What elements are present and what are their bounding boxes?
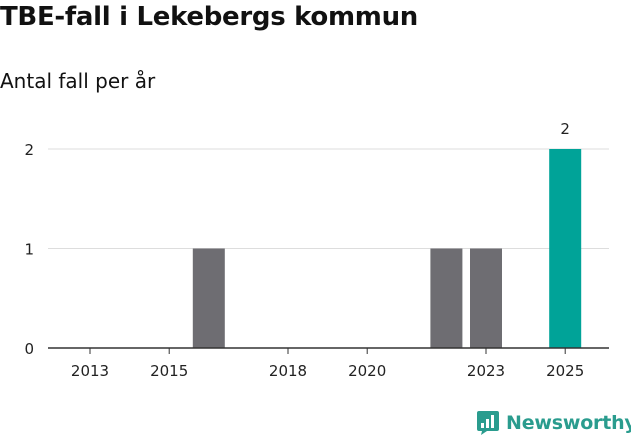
data-label-2025: 2 <box>560 120 570 138</box>
x-tick-label-2013: 2013 <box>71 362 109 380</box>
x-tick-label-2015: 2015 <box>150 362 188 380</box>
chart-subtitle: Antal fall per år <box>0 69 156 93</box>
x-tick-label-2020: 2020 <box>348 362 386 380</box>
chart-title: TBE-fall i Lekebergs kommun <box>0 2 418 32</box>
y-tick-label-0: 0 <box>24 340 34 358</box>
newsworthy-logo: Newsworthy <box>476 409 631 437</box>
bar-2022 <box>430 248 463 348</box>
bars <box>192 149 582 348</box>
newsworthy-logo-icon <box>477 411 499 435</box>
grid-lines <box>48 148 609 249</box>
x-tick-label-2018: 2018 <box>269 362 307 380</box>
bar-2025 <box>549 149 582 348</box>
bar-2023 <box>470 248 502 348</box>
y-tick-label-2: 2 <box>24 141 34 159</box>
x-tick-label-2025: 2025 <box>546 362 584 380</box>
bar-2016 <box>192 248 225 348</box>
y-tick-label-1: 1 <box>24 241 34 259</box>
axes <box>48 347 609 354</box>
newsworthy-wordmark: Newsworthy <box>506 412 631 434</box>
x-tick-label-2023: 2023 <box>467 362 505 380</box>
labels: 0 1 2 2013 2015 2018 2020 2023 2025 2 <box>24 120 584 380</box>
